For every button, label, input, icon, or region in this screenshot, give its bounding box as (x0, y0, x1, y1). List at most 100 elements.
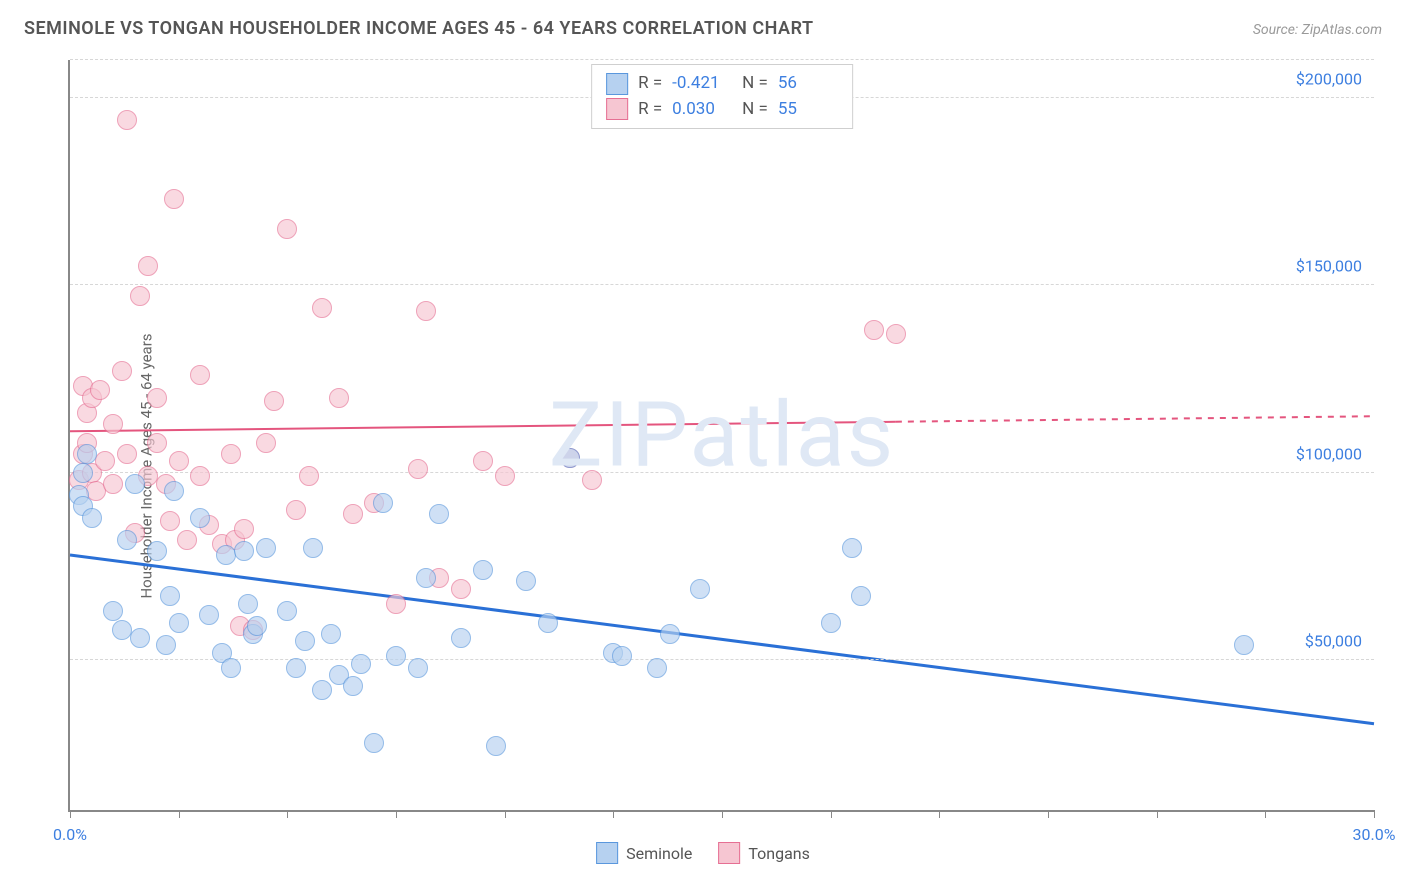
legend: Seminole Tongans (596, 842, 810, 864)
data-point (386, 646, 406, 666)
data-point (199, 605, 219, 625)
series-swatch (606, 73, 628, 95)
data-point (560, 448, 580, 468)
data-point (451, 579, 471, 599)
data-point (416, 301, 436, 321)
stat-r-label: R = (638, 71, 662, 97)
x-tick-label: 0.0% (53, 825, 87, 844)
trend-line-extrapolated (896, 416, 1374, 422)
y-tick-label: $150,000 (1296, 257, 1362, 276)
data-point (295, 631, 315, 651)
data-point (234, 519, 254, 539)
data-point (147, 388, 167, 408)
data-point (256, 538, 276, 558)
data-point (164, 189, 184, 209)
gridline (70, 284, 1374, 285)
data-point (321, 624, 341, 644)
stat-n-value: 56 (778, 71, 838, 97)
data-point (364, 733, 384, 753)
data-point (408, 459, 428, 479)
gridline (70, 659, 1374, 660)
data-point (147, 541, 167, 561)
legend-item[interactable]: Tongans (718, 842, 810, 864)
data-point (190, 365, 210, 385)
data-point (299, 466, 319, 486)
data-point (473, 560, 493, 580)
data-point (90, 380, 110, 400)
data-point (408, 658, 428, 678)
data-point (277, 601, 297, 621)
data-point (103, 601, 123, 621)
x-tick (1157, 810, 1158, 818)
stat-n-label: N = (742, 71, 768, 97)
gridline (70, 472, 1374, 473)
data-point (516, 571, 536, 591)
data-point (386, 594, 406, 614)
stat-n-value: 55 (778, 97, 838, 123)
data-point (73, 463, 93, 483)
data-point (169, 613, 189, 633)
data-point (343, 504, 363, 524)
data-point (343, 676, 363, 696)
data-point (647, 658, 667, 678)
data-point (169, 451, 189, 471)
x-tick (1265, 810, 1266, 818)
data-point (660, 624, 680, 644)
data-point (495, 466, 515, 486)
data-point (538, 613, 558, 633)
x-tick (613, 810, 614, 818)
data-point (886, 324, 906, 344)
data-point (190, 508, 210, 528)
plot-area: ZIPatlas R =-0.421N =56R =0.030N =55 $50… (68, 60, 1374, 812)
legend-label: Tongans (748, 844, 810, 863)
data-point (130, 628, 150, 648)
data-point (125, 474, 145, 494)
data-point (277, 219, 297, 239)
stat-n-label: N = (742, 97, 768, 123)
data-point (147, 433, 167, 453)
series-swatch (606, 98, 628, 120)
trend-line (70, 555, 1374, 724)
data-point (164, 481, 184, 501)
stat-row: R = -0.421 N = 56 (606, 71, 838, 97)
data-point (690, 579, 710, 599)
data-point (303, 538, 323, 558)
data-point (221, 444, 241, 464)
chart-container: Householder Income Ages 45 - 64 years ZI… (24, 60, 1382, 872)
x-tick (287, 810, 288, 818)
data-point (221, 658, 241, 678)
data-point (351, 654, 371, 674)
x-tick (505, 810, 506, 818)
data-point (190, 466, 210, 486)
gridline (70, 59, 1374, 60)
legend-item[interactable]: Seminole (596, 842, 692, 864)
data-point (473, 451, 493, 471)
data-point (156, 635, 176, 655)
source-value: ZipAtlas.com (1302, 22, 1382, 38)
stat-r-value: -0.421 (672, 71, 732, 97)
data-point (117, 530, 137, 550)
data-point (286, 500, 306, 520)
data-point (612, 646, 632, 666)
x-tick (70, 810, 71, 818)
data-point (103, 474, 123, 494)
correlation-stats-box: R =-0.421N =56R =0.030N =55 (591, 64, 853, 129)
data-point (373, 493, 393, 513)
x-tick (1374, 810, 1375, 818)
y-tick-label: $100,000 (1296, 444, 1362, 463)
data-point (429, 504, 449, 524)
data-point (286, 658, 306, 678)
data-point (160, 586, 180, 606)
data-point (329, 388, 349, 408)
x-tick (722, 810, 723, 818)
trend-line (70, 422, 896, 432)
data-point (138, 256, 158, 276)
y-tick-label: $200,000 (1296, 69, 1362, 88)
legend-swatch (718, 842, 740, 864)
data-point (247, 616, 267, 636)
legend-label: Seminole (626, 844, 692, 863)
data-point (130, 286, 150, 306)
data-point (842, 538, 862, 558)
data-point (238, 594, 258, 614)
source-label: Source: (1253, 22, 1302, 38)
